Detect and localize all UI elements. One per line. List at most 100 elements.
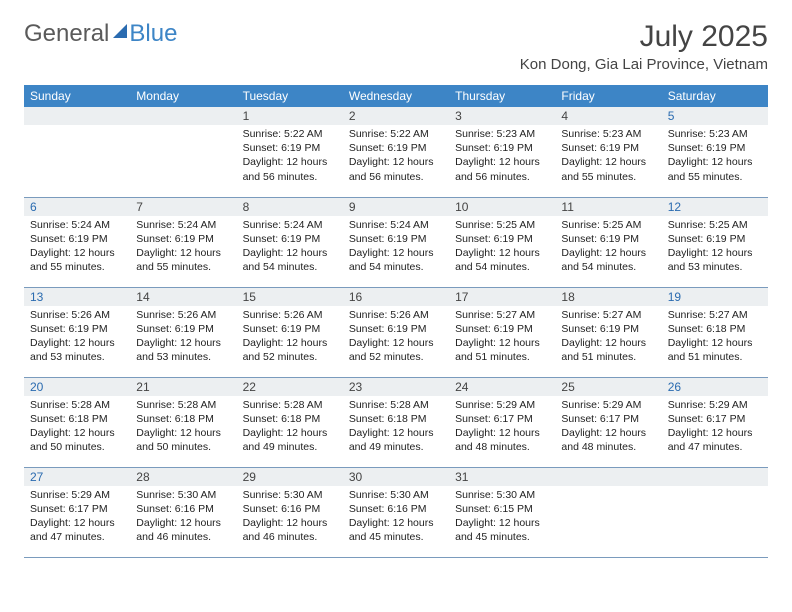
- sunrise-line: Sunrise: 5:28 AM: [30, 398, 124, 412]
- daylight-line-1: Daylight: 12 hours: [243, 155, 337, 169]
- daylight-line-2: and 56 minutes.: [455, 170, 549, 184]
- sunset-line: Sunset: 6:19 PM: [561, 232, 655, 246]
- day-body: Sunrise: 5:26 AMSunset: 6:19 PMDaylight:…: [130, 306, 236, 369]
- daylight-line-2: and 51 minutes.: [455, 350, 549, 364]
- daylight-line-2: and 46 minutes.: [243, 530, 337, 544]
- sunrise-line: Sunrise: 5:28 AM: [136, 398, 230, 412]
- day-body: Sunrise: 5:26 AMSunset: 6:19 PMDaylight:…: [237, 306, 343, 369]
- daylight-line-2: and 56 minutes.: [349, 170, 443, 184]
- daylight-line-2: and 45 minutes.: [349, 530, 443, 544]
- calendar-row: 1Sunrise: 5:22 AMSunset: 6:19 PMDaylight…: [24, 107, 768, 197]
- sunrise-line: Sunrise: 5:25 AM: [561, 218, 655, 232]
- calendar-cell: 26Sunrise: 5:29 AMSunset: 6:17 PMDayligh…: [662, 377, 768, 467]
- daylight-line-2: and 47 minutes.: [30, 530, 124, 544]
- daylight-line-2: and 54 minutes.: [243, 260, 337, 274]
- daylight-line-2: and 50 minutes.: [136, 440, 230, 454]
- sunrise-line: Sunrise: 5:22 AM: [243, 127, 337, 141]
- calendar-cell: 28Sunrise: 5:30 AMSunset: 6:16 PMDayligh…: [130, 467, 236, 557]
- day-number: 30: [343, 468, 449, 486]
- day-body: Sunrise: 5:22 AMSunset: 6:19 PMDaylight:…: [343, 125, 449, 188]
- daylight-line-1: Daylight: 12 hours: [136, 516, 230, 530]
- sunset-line: Sunset: 6:16 PM: [243, 502, 337, 516]
- calendar-cell: 13Sunrise: 5:26 AMSunset: 6:19 PMDayligh…: [24, 287, 130, 377]
- sunrise-line: Sunrise: 5:26 AM: [136, 308, 230, 322]
- day-number: 16: [343, 288, 449, 306]
- day-number: 3: [449, 107, 555, 125]
- day-number: 13: [24, 288, 130, 306]
- sunrise-line: Sunrise: 5:26 AM: [349, 308, 443, 322]
- day-number: 27: [24, 468, 130, 486]
- daylight-line-1: Daylight: 12 hours: [668, 426, 762, 440]
- day-number: 12: [662, 198, 768, 216]
- sunrise-line: Sunrise: 5:27 AM: [561, 308, 655, 322]
- daylight-line-2: and 50 minutes.: [30, 440, 124, 454]
- daylight-line-2: and 54 minutes.: [455, 260, 549, 274]
- sunset-line: Sunset: 6:17 PM: [668, 412, 762, 426]
- calendar-cell: 1Sunrise: 5:22 AMSunset: 6:19 PMDaylight…: [237, 107, 343, 197]
- day-number: 17: [449, 288, 555, 306]
- calendar-cell: 8Sunrise: 5:24 AMSunset: 6:19 PMDaylight…: [237, 197, 343, 287]
- sunset-line: Sunset: 6:19 PM: [243, 322, 337, 336]
- calendar-cell: 19Sunrise: 5:27 AMSunset: 6:18 PMDayligh…: [662, 287, 768, 377]
- daylight-line-1: Daylight: 12 hours: [455, 426, 549, 440]
- sunrise-line: Sunrise: 5:24 AM: [243, 218, 337, 232]
- day-body: Sunrise: 5:30 AMSunset: 6:15 PMDaylight:…: [449, 486, 555, 549]
- day-number: 2: [343, 107, 449, 125]
- daylight-line-1: Daylight: 12 hours: [349, 336, 443, 350]
- calendar-cell: 24Sunrise: 5:29 AMSunset: 6:17 PMDayligh…: [449, 377, 555, 467]
- calendar-cell: 7Sunrise: 5:24 AMSunset: 6:19 PMDaylight…: [130, 197, 236, 287]
- day-body: Sunrise: 5:24 AMSunset: 6:19 PMDaylight:…: [24, 216, 130, 279]
- day-number: 23: [343, 378, 449, 396]
- sunset-line: Sunset: 6:17 PM: [455, 412, 549, 426]
- sunset-line: Sunset: 6:15 PM: [455, 502, 549, 516]
- calendar-cell: 30Sunrise: 5:30 AMSunset: 6:16 PMDayligh…: [343, 467, 449, 557]
- sunrise-line: Sunrise: 5:23 AM: [668, 127, 762, 141]
- calendar-cell: [662, 467, 768, 557]
- sunrise-line: Sunrise: 5:23 AM: [455, 127, 549, 141]
- calendar-cell: 9Sunrise: 5:24 AMSunset: 6:19 PMDaylight…: [343, 197, 449, 287]
- sunrise-line: Sunrise: 5:30 AM: [455, 488, 549, 502]
- sunset-line: Sunset: 6:19 PM: [455, 141, 549, 155]
- day-number: 29: [237, 468, 343, 486]
- col-sunday: Sunday: [24, 85, 130, 107]
- sunrise-line: Sunrise: 5:22 AM: [349, 127, 443, 141]
- daylight-line-1: Daylight: 12 hours: [349, 246, 443, 260]
- sunset-line: Sunset: 6:19 PM: [243, 232, 337, 246]
- col-tuesday: Tuesday: [237, 85, 343, 107]
- day-body: Sunrise: 5:27 AMSunset: 6:19 PMDaylight:…: [555, 306, 661, 369]
- daylight-line-2: and 46 minutes.: [136, 530, 230, 544]
- sunset-line: Sunset: 6:19 PM: [349, 322, 443, 336]
- calendar-cell: [24, 107, 130, 197]
- day-body: Sunrise: 5:23 AMSunset: 6:19 PMDaylight:…: [662, 125, 768, 188]
- day-number: 1: [237, 107, 343, 125]
- daylight-line-1: Daylight: 12 hours: [136, 336, 230, 350]
- daylight-line-2: and 53 minutes.: [30, 350, 124, 364]
- calendar-cell: 27Sunrise: 5:29 AMSunset: 6:17 PMDayligh…: [24, 467, 130, 557]
- day-number: 8: [237, 198, 343, 216]
- calendar-cell: 10Sunrise: 5:25 AMSunset: 6:19 PMDayligh…: [449, 197, 555, 287]
- calendar-cell: 31Sunrise: 5:30 AMSunset: 6:15 PMDayligh…: [449, 467, 555, 557]
- day-number-empty: [130, 107, 236, 125]
- daylight-line-2: and 53 minutes.: [136, 350, 230, 364]
- calendar-cell: 29Sunrise: 5:30 AMSunset: 6:16 PMDayligh…: [237, 467, 343, 557]
- col-friday: Friday: [555, 85, 661, 107]
- sunset-line: Sunset: 6:19 PM: [349, 141, 443, 155]
- daylight-line-2: and 48 minutes.: [455, 440, 549, 454]
- day-body: Sunrise: 5:28 AMSunset: 6:18 PMDaylight:…: [24, 396, 130, 459]
- calendar-row: 20Sunrise: 5:28 AMSunset: 6:18 PMDayligh…: [24, 377, 768, 467]
- daylight-line-1: Daylight: 12 hours: [30, 426, 124, 440]
- daylight-line-1: Daylight: 12 hours: [30, 516, 124, 530]
- sunrise-line: Sunrise: 5:29 AM: [30, 488, 124, 502]
- title-block: July 2025 Kon Dong, Gia Lai Province, Vi…: [520, 20, 768, 73]
- calendar-cell: 4Sunrise: 5:23 AMSunset: 6:19 PMDaylight…: [555, 107, 661, 197]
- daylight-line-2: and 53 minutes.: [668, 260, 762, 274]
- sunrise-line: Sunrise: 5:27 AM: [668, 308, 762, 322]
- calendar-cell: 11Sunrise: 5:25 AMSunset: 6:19 PMDayligh…: [555, 197, 661, 287]
- daylight-line-2: and 54 minutes.: [561, 260, 655, 274]
- daylight-line-1: Daylight: 12 hours: [561, 426, 655, 440]
- daylight-line-1: Daylight: 12 hours: [30, 336, 124, 350]
- sunrise-line: Sunrise: 5:23 AM: [561, 127, 655, 141]
- day-body: Sunrise: 5:28 AMSunset: 6:18 PMDaylight:…: [343, 396, 449, 459]
- calendar-cell: 6Sunrise: 5:24 AMSunset: 6:19 PMDaylight…: [24, 197, 130, 287]
- daylight-line-2: and 49 minutes.: [349, 440, 443, 454]
